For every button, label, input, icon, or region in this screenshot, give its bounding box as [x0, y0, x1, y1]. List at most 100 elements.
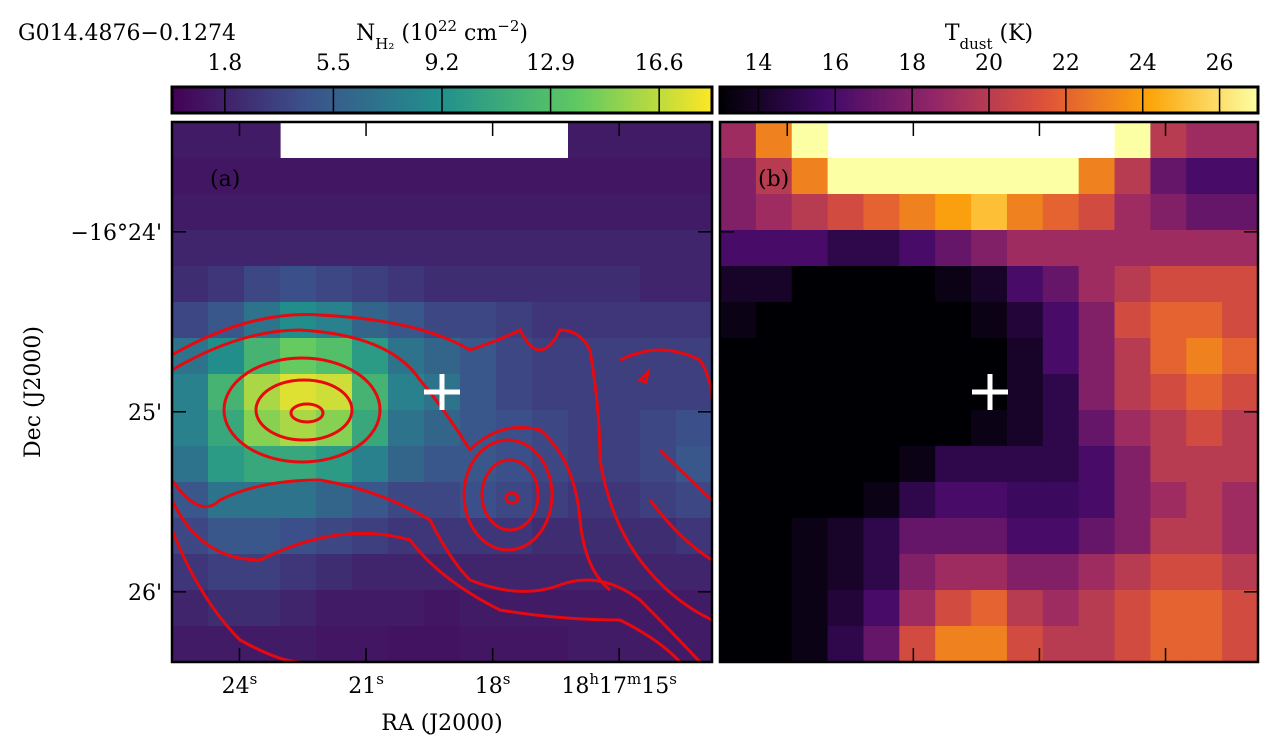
heatmap-cell — [172, 626, 209, 663]
heatmap-cell — [1114, 554, 1151, 591]
heatmap-cell — [720, 374, 757, 411]
heatmap-cell — [1222, 158, 1259, 195]
heatmap-cell — [971, 446, 1008, 483]
heatmap-cell — [971, 410, 1008, 447]
heatmap-cell — [791, 230, 829, 267]
heatmap-cell — [720, 230, 757, 267]
heatmap-cell — [424, 230, 461, 267]
colorbar-tick-label: 16 — [821, 51, 849, 76]
heatmap-cell — [720, 194, 757, 231]
colorbar-tick-label: 16.6 — [635, 51, 684, 76]
heatmap-cell — [244, 230, 281, 267]
heatmap-cell — [676, 554, 713, 591]
heatmap-cell — [640, 482, 677, 519]
heatmap-cell — [244, 266, 281, 303]
heatmap-cell — [568, 266, 605, 303]
heatmap-cell — [244, 338, 281, 375]
heatmap-cell — [208, 230, 245, 267]
heatmap-cell — [791, 122, 829, 159]
heatmap-cell — [604, 518, 641, 555]
heatmap-cell — [1222, 374, 1259, 411]
heatmap-cell — [791, 302, 829, 339]
heatmap-cell — [1222, 446, 1259, 483]
heatmap-cell — [935, 410, 972, 447]
heatmap-cell — [1042, 410, 1080, 447]
x-axis-label: RA (J2000) — [381, 711, 502, 736]
heatmap-cell — [388, 266, 425, 303]
heatmap-cell — [1114, 626, 1151, 663]
heatmap-cell — [172, 158, 209, 195]
heatmap-cell — [791, 554, 829, 591]
heatmap-cell — [424, 338, 461, 375]
heatmap-cell — [899, 194, 936, 231]
heatmap-cell — [640, 230, 677, 267]
heatmap-cell — [208, 158, 245, 195]
heatmap-cell — [1078, 266, 1116, 303]
heatmap-cell — [827, 410, 865, 447]
heatmap-cell — [827, 158, 865, 195]
heatmap-cell — [388, 626, 425, 663]
heatmap-cell — [532, 194, 569, 231]
heatmap-cell — [1042, 374, 1080, 411]
heatmap-cell — [720, 338, 757, 375]
heatmap-cell — [1078, 374, 1116, 411]
heatmap-cell — [935, 194, 972, 231]
colorbar-tick-label: 18 — [898, 51, 926, 76]
heatmap-cell — [244, 590, 281, 627]
heatmap-cell — [208, 482, 245, 519]
heatmap-cell — [244, 518, 281, 555]
heatmap-cell — [863, 482, 900, 519]
heatmap-cell — [280, 266, 317, 303]
heatmap-cell — [755, 554, 793, 591]
heatmap-cell — [172, 194, 209, 231]
heatmap-cell — [863, 266, 900, 303]
heatmap-cell — [496, 446, 533, 483]
heatmap-cell — [676, 590, 713, 627]
contour — [172, 529, 301, 662]
heatmap-cell — [1150, 590, 1187, 627]
heatmap-cell — [280, 194, 317, 231]
contour — [172, 499, 682, 662]
heatmap-cell — [1150, 374, 1187, 411]
text-segment: s — [376, 670, 384, 688]
heatmap-cell — [827, 590, 865, 627]
heatmap-cell — [827, 194, 865, 231]
heatmap-cell — [755, 338, 793, 375]
heatmap-cell — [1006, 554, 1044, 591]
text-segment: 18 — [561, 674, 589, 699]
heatmap-cell — [568, 122, 605, 159]
heatmap-cell — [676, 446, 713, 483]
heatmap-cell — [676, 302, 713, 339]
heatmap-cell — [791, 194, 829, 231]
heatmap-cell — [899, 374, 936, 411]
heatmap-cell — [1186, 338, 1223, 375]
colorbar-tick-label: 22 — [1052, 51, 1080, 76]
heatmap-cell — [863, 230, 900, 267]
text-segment: m — [627, 670, 641, 688]
heatmap-cell — [316, 158, 353, 195]
heatmap-cell — [640, 158, 677, 195]
heatmap-cell — [424, 446, 461, 483]
heatmap-cell — [971, 194, 1008, 231]
colorbar-tick-label: 20 — [975, 51, 1003, 76]
heatmap-cell — [460, 194, 497, 231]
heatmap-cell — [568, 230, 605, 267]
heatmap-cell — [1150, 482, 1187, 519]
heatmap-cell — [640, 266, 677, 303]
heatmap-cell — [604, 266, 641, 303]
heatmap-cell — [1078, 446, 1116, 483]
heatmap-cell — [720, 122, 757, 159]
heatmap-cell — [755, 590, 793, 627]
heatmap-cell — [899, 554, 936, 591]
text-segment: s — [250, 670, 258, 688]
heatmap-cell — [316, 374, 353, 411]
heatmap-cell — [1042, 158, 1080, 195]
text-segment: h — [589, 670, 599, 688]
heatmap-cell — [1042, 554, 1080, 591]
heatmap-cell — [935, 302, 972, 339]
heatmap-cell — [532, 302, 569, 339]
text-segment: 24 — [222, 674, 250, 699]
heatmap-cell — [899, 302, 936, 339]
heatmap-cell — [755, 518, 793, 555]
